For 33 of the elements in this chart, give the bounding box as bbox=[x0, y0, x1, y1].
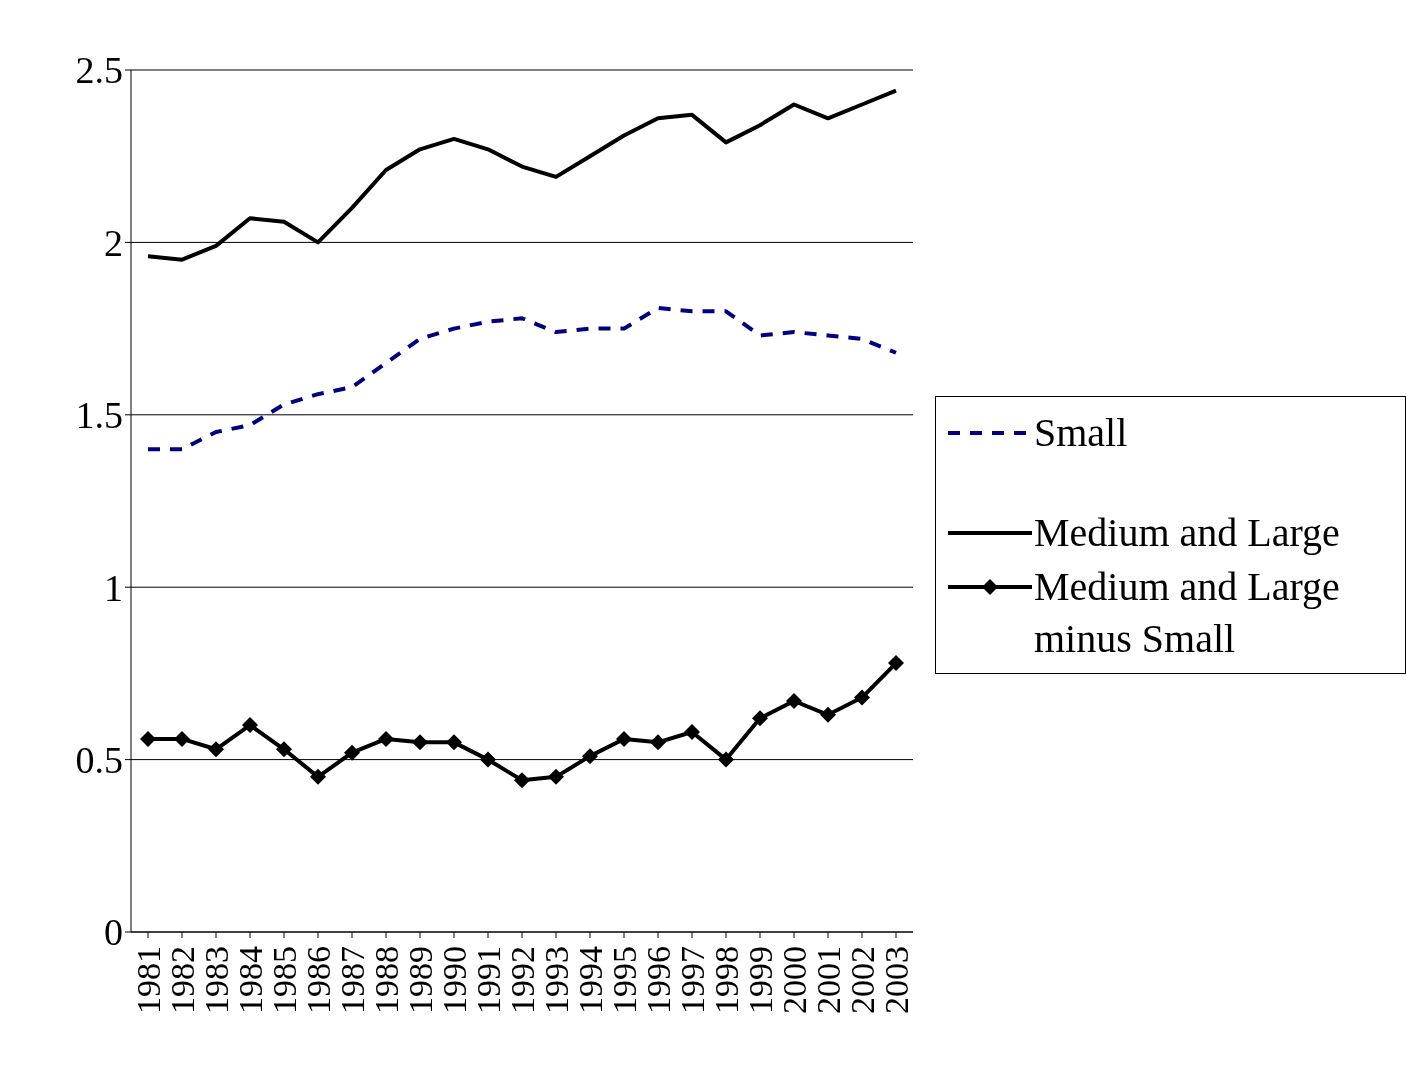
point bbox=[208, 741, 224, 758]
point bbox=[616, 730, 632, 747]
point bbox=[752, 710, 768, 727]
point bbox=[582, 748, 598, 765]
point bbox=[242, 717, 258, 734]
point bbox=[718, 751, 734, 768]
point bbox=[174, 730, 190, 747]
point bbox=[888, 655, 904, 672]
y-tick-label: 1.5 bbox=[75, 394, 123, 437]
legend-label: Medium and Large minus Small bbox=[1034, 563, 1340, 663]
point bbox=[514, 772, 530, 789]
legend-label: Medium and Large bbox=[1034, 509, 1340, 557]
point bbox=[344, 744, 360, 761]
y-tick-label: 2 bbox=[104, 221, 123, 264]
point bbox=[820, 706, 836, 723]
point bbox=[854, 689, 870, 706]
point bbox=[446, 734, 462, 751]
point bbox=[548, 768, 564, 785]
point bbox=[786, 692, 802, 709]
line-series bbox=[146, 305, 898, 452]
y-tick-label: 1 bbox=[104, 566, 123, 609]
point bbox=[480, 751, 496, 768]
y-tick-label: 0 bbox=[104, 911, 123, 954]
point bbox=[650, 734, 666, 751]
point bbox=[412, 734, 428, 751]
y-tick-label: 0.5 bbox=[75, 739, 123, 782]
point bbox=[140, 730, 156, 747]
point bbox=[276, 741, 292, 758]
point bbox=[684, 724, 700, 741]
point bbox=[378, 730, 394, 747]
point bbox=[310, 768, 326, 785]
y-tick-label: 2.5 bbox=[75, 49, 123, 92]
legend-label: Small bbox=[1034, 409, 1128, 457]
